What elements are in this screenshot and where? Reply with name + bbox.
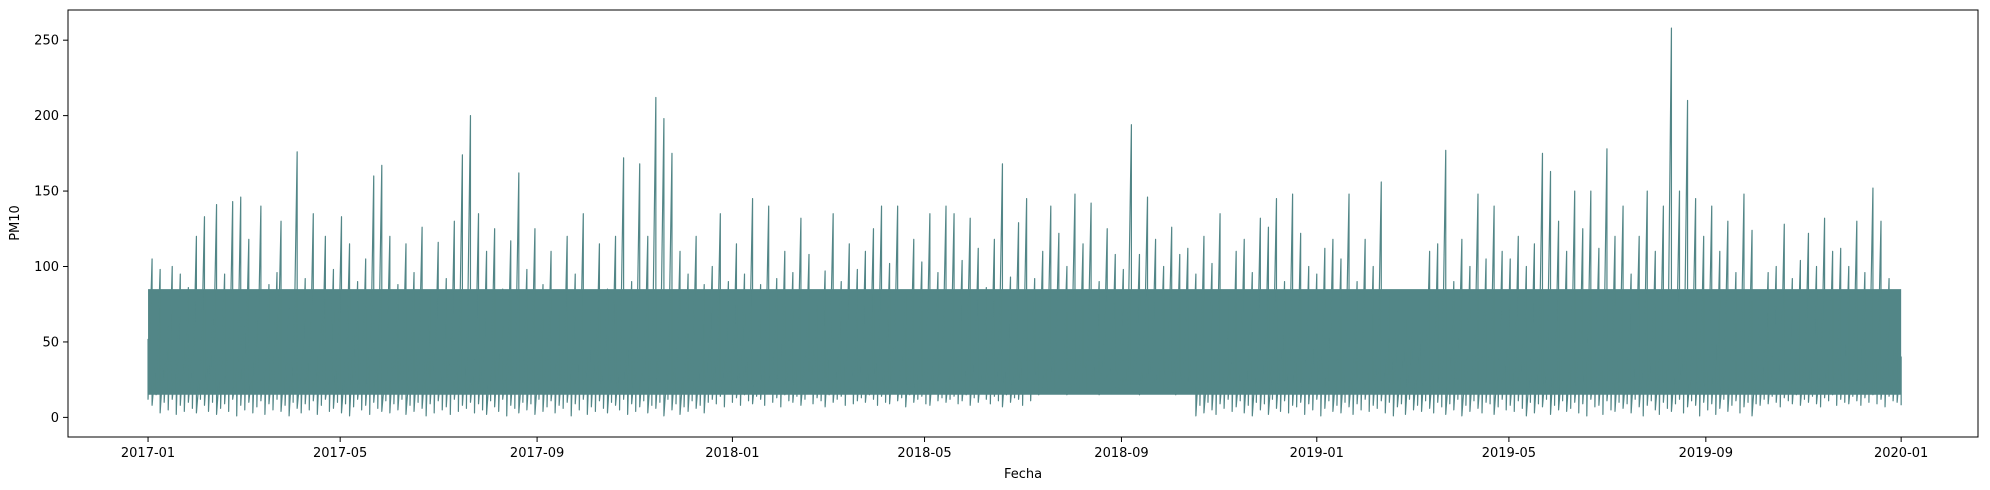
- y-tick-label: 250: [34, 34, 59, 49]
- y-tick-label: 50: [42, 335, 59, 350]
- y-tick-label: 0: [51, 411, 59, 426]
- x-tick-label: 2017-09: [510, 446, 564, 461]
- y-tick-label: 100: [34, 260, 59, 275]
- x-tick-label: 2019-05: [1482, 446, 1536, 461]
- x-axis: 2017-01 2017-05 2017-09 2018-01 2018-05 2018-…: [121, 437, 1928, 461]
- x-tick-label: 2019-01: [1290, 446, 1344, 461]
- x-tick-label: 2017-05: [313, 446, 367, 461]
- plot-frame: [67, 9, 1979, 438]
- x-tick-label: 2019-09: [1679, 446, 1733, 461]
- x-tick-label: 2020-01: [1874, 446, 1928, 461]
- y-axis: 0 50 100 150 200 250: [34, 34, 68, 426]
- y-tick-label: 150: [34, 185, 59, 200]
- series-layer: [147, 27, 1902, 417]
- series-line: [147, 27, 1902, 417]
- y-axis-label: PM10: [8, 205, 23, 241]
- y-tick-label: 200: [34, 109, 59, 124]
- x-axis-label: Fecha: [1004, 467, 1042, 482]
- x-tick-label: 2018-01: [705, 446, 759, 461]
- x-tick-label: 2018-09: [1094, 446, 1148, 461]
- x-tick-label: 2017-01: [121, 446, 175, 461]
- x-tick-label: 2018-05: [897, 446, 951, 461]
